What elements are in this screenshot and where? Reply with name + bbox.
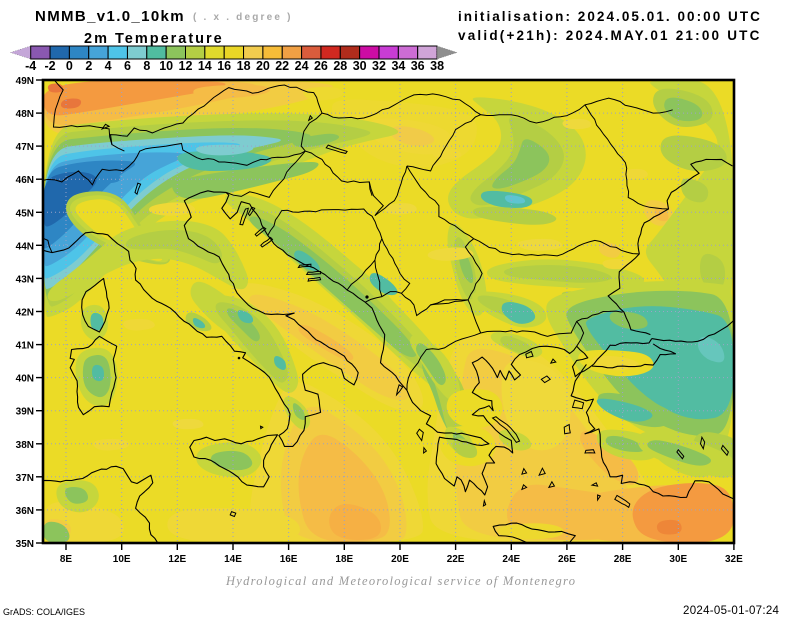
svg-text:36N: 36N [16,506,34,517]
svg-text:0: 0 [66,59,73,73]
svg-text:32: 32 [372,59,386,73]
svg-text:46N: 46N [16,175,34,186]
svg-text:-2: -2 [44,59,55,73]
svg-text:34: 34 [391,59,405,73]
svg-text:47N: 47N [16,142,34,153]
svg-text:16: 16 [217,59,231,73]
svg-text:37N: 37N [16,473,34,484]
svg-text:22E: 22E [447,554,465,565]
svg-text:41N: 41N [16,341,34,352]
svg-text:12: 12 [179,59,193,73]
svg-text:26: 26 [314,59,328,73]
svg-text:20E: 20E [391,554,409,565]
svg-text:44N: 44N [16,241,34,252]
svg-text:8: 8 [143,59,150,73]
svg-text:20: 20 [256,59,270,73]
svg-text:18: 18 [237,59,251,73]
svg-text:36: 36 [411,59,425,73]
svg-text:35N: 35N [16,539,34,550]
svg-text:-4: -4 [25,59,36,73]
svg-text:40N: 40N [16,374,34,385]
svg-text:26E: 26E [558,554,576,565]
svg-text:16E: 16E [280,554,298,565]
svg-text:24: 24 [295,59,309,73]
svg-text:14: 14 [198,59,212,73]
svg-text:10: 10 [159,59,173,73]
svg-text:49N: 49N [16,76,34,87]
svg-text:2: 2 [85,59,92,73]
svg-text:28E: 28E [614,554,632,565]
svg-text:4: 4 [105,59,112,73]
svg-text:30: 30 [353,59,367,73]
svg-text:38N: 38N [16,440,34,451]
svg-text:28: 28 [333,59,347,73]
svg-text:39N: 39N [16,407,34,418]
svg-text:6: 6 [124,59,131,73]
svg-text:8E: 8E [60,554,73,565]
svg-text:10E: 10E [113,554,131,565]
svg-text:24E: 24E [502,554,520,565]
svg-text:42N: 42N [16,308,34,319]
svg-text:22: 22 [275,59,289,73]
svg-text:12E: 12E [168,554,186,565]
svg-text:18E: 18E [335,554,353,565]
svg-text:30E: 30E [669,554,687,565]
svg-text:38: 38 [430,59,444,73]
svg-text:45N: 45N [16,208,34,219]
svg-text:32E: 32E [725,554,743,565]
svg-text:14E: 14E [224,554,242,565]
svg-text:43N: 43N [16,274,34,285]
svg-text:48N: 48N [16,109,34,120]
